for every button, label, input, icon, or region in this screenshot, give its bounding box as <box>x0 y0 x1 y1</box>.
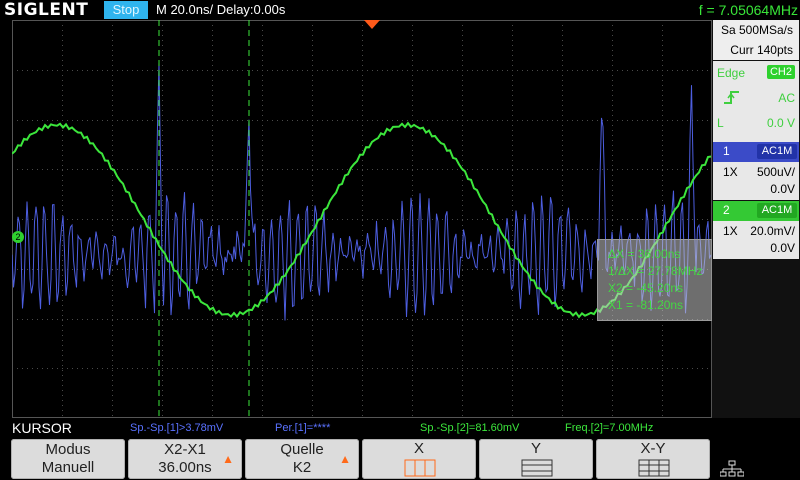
ch1-probe: 1X <box>723 165 738 179</box>
rising-edge-icon <box>724 91 739 104</box>
ch2-waveform <box>12 121 712 319</box>
acquisition-info[interactable]: Sa 500MSa/s Curr 140pts <box>713 20 799 60</box>
cursor-x2-value: X2 = -45.20ns <box>608 281 684 295</box>
ch2-number: 2 <box>723 203 730 217</box>
knob-adjust-icon: ▲ <box>222 452 234 466</box>
x-cursor-icon <box>404 459 436 477</box>
brand-logo: SIGLENT <box>4 0 89 20</box>
trigger-position-marker[interactable] <box>364 20 380 29</box>
ch1-waveform <box>12 62 712 321</box>
ch1-info[interactable]: 1 AC1M 1X 500uV/ 0.0V <box>713 142 799 200</box>
ch2-scale: 20.0mV/ <box>750 224 795 238</box>
trigger-type: Edge <box>717 66 746 80</box>
softkey-y-label: Y <box>530 440 541 457</box>
softkey-mode-title: Modus <box>45 441 91 458</box>
frequency-counter: f = 7.05064MHz <box>698 2 798 18</box>
measurement-ch1-pkpk: Sp.-Sp.[1]>3.78mV <box>130 422 224 434</box>
xy-cursor-icon <box>638 459 670 477</box>
trigger-level: 0.0 V <box>766 116 795 130</box>
softkey-source-value: K2 <box>292 459 312 476</box>
softkey-cursor-value: 36.00ns <box>158 459 212 476</box>
ch1-scale: 500uV/ <box>756 165 795 179</box>
trigger-coupling: AC <box>778 91 795 105</box>
ch2-probe: 1X <box>723 224 738 238</box>
softkey-cursor-select[interactable]: X2-X1 36.00ns ▲ <box>128 439 242 479</box>
ch1-offset: 0.0V <box>770 182 795 196</box>
trigger-source-badge: CH2 <box>767 65 795 79</box>
cursor-readout-box: ΔX = 36.00ns 1/ΔX = 27.78MHz X2 = -45.20… <box>597 239 725 321</box>
network-icon <box>720 460 744 477</box>
softkey-source-title: Quelle <box>280 441 324 458</box>
run-stop-indicator[interactable]: Stop <box>104 1 148 19</box>
measurement-ch2-pkpk: Sp.-Sp.[2]=81.60mV <box>420 422 520 434</box>
cursor-x1-value: X1 = -81.20ns <box>608 298 684 312</box>
trigger-level-label: L <box>717 116 724 130</box>
softkey-mode-value: Manuell <box>41 459 95 476</box>
right-info-panel: Sa 500MSa/s Curr 140pts Edge CH2 AC L 0.… <box>712 20 800 418</box>
measurement-ch2-freq: Freq.[2]=7.00MHz <box>565 422 654 434</box>
softkey-cursor-title: X2-X1 <box>164 441 206 458</box>
timebase-readout[interactable]: M 20.0ns/ Delay:0.00s <box>156 2 286 17</box>
ch2-coupling: AC1M <box>757 203 797 218</box>
ch2-info[interactable]: 2 AC1M 1X 20.0mV/ 0.0V <box>713 201 799 259</box>
knob-adjust-icon: ▲ <box>339 452 351 466</box>
menu-title: KURSOR <box>12 420 72 436</box>
measurement-status-line: KURSOR Sp.-Sp.[1]>3.78mV Per.[1]=**** Sp… <box>0 418 800 438</box>
ch1-number: 1 <box>723 144 730 158</box>
ch2-offset: 0.0V <box>770 241 795 255</box>
waveform-traces <box>12 20 712 418</box>
top-status-bar: SIGLENT Stop M 20.0ns/ Delay:0.00s f = 7… <box>0 0 800 20</box>
y-cursor-icon <box>521 459 553 477</box>
measurement-ch1-period: Per.[1]=**** <box>275 422 331 434</box>
sample-rate: Sa 500MSa/s <box>720 23 793 37</box>
softkey-source[interactable]: Quelle K2 ▲ <box>245 439 359 479</box>
softkey-x-cursor-type[interactable]: X <box>362 439 476 479</box>
cursor-delta-x: ΔX = 36.00ns <box>608 247 681 261</box>
softkey-x-label: X <box>413 440 424 457</box>
softkey-y-cursor-type[interactable]: Y <box>479 439 593 479</box>
softkey-mode[interactable]: Modus Manuell <box>11 439 125 479</box>
softkey-xy-label: X-Y <box>640 440 666 457</box>
softkey-xy-cursor-type[interactable]: X-Y <box>596 439 710 479</box>
ch1-coupling: AC1M <box>757 144 797 159</box>
waveform-display[interactable]: 2 ΔX = 36.00ns 1/ΔX = 27.78MHz X2 = -45.… <box>12 20 725 418</box>
softkey-bar: Modus Manuell X2-X1 36.00ns ▲ Quelle K2 … <box>0 438 800 480</box>
memory-depth: Curr 140pts <box>730 43 793 57</box>
ch2-ground-marker[interactable]: 2 <box>12 231 24 243</box>
cursor-inverse-delta-x: 1/ΔX = 27.78MHz <box>608 264 703 278</box>
trigger-info[interactable]: Edge CH2 AC L 0.0 V <box>713 61 799 156</box>
